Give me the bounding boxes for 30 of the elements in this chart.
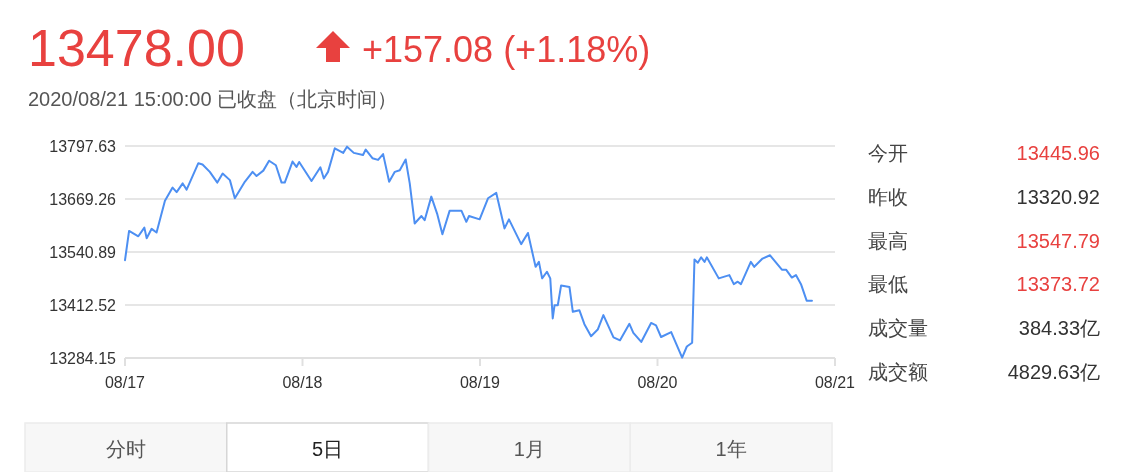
text: 13547.79	[1016, 229, 1100, 252]
x-tick-label: 08/21	[814, 374, 856, 391]
x-tick-label: 08/19	[459, 374, 501, 391]
chart-subtitle: 2020/08/21 15:00:00 已收盘（北京时间）	[28, 88, 398, 110]
category-label: 成交量	[868, 317, 928, 340]
text: 1月	[513, 438, 545, 460]
text: 13373.72	[1016, 273, 1100, 296]
y-tick-label: 13797.63	[49, 138, 117, 155]
text: 1年	[715, 438, 747, 460]
text: 13445.96	[1016, 142, 1100, 164]
y-tick-label: 13284.15	[49, 350, 117, 367]
x-tick-label: 08/17	[104, 374, 146, 391]
text: 13320.92	[1016, 185, 1100, 208]
text: +157.08 (+1.18%)	[362, 29, 651, 70]
text: 5日	[312, 438, 344, 460]
category-label: 昨收	[868, 185, 908, 208]
category-label: 最高	[868, 229, 908, 252]
y-tick-label: 13412.52	[49, 297, 117, 314]
text: 384.33亿	[1018, 317, 1100, 340]
y-tick-label: 13540.89	[49, 244, 117, 261]
x-tick-label: 08/18	[282, 374, 323, 391]
category-label: 成交额	[868, 361, 928, 383]
text: 4829.63亿	[1007, 361, 1100, 383]
category-label: 今开	[868, 142, 908, 164]
line-series	[124, 145, 813, 359]
category-label: 最低	[868, 273, 908, 296]
chart-title: 13478.00	[28, 19, 245, 77]
y-tick-label: 13669.26	[49, 191, 117, 208]
x-tick-label: 08/20	[637, 374, 678, 391]
text: 分时	[105, 438, 146, 460]
